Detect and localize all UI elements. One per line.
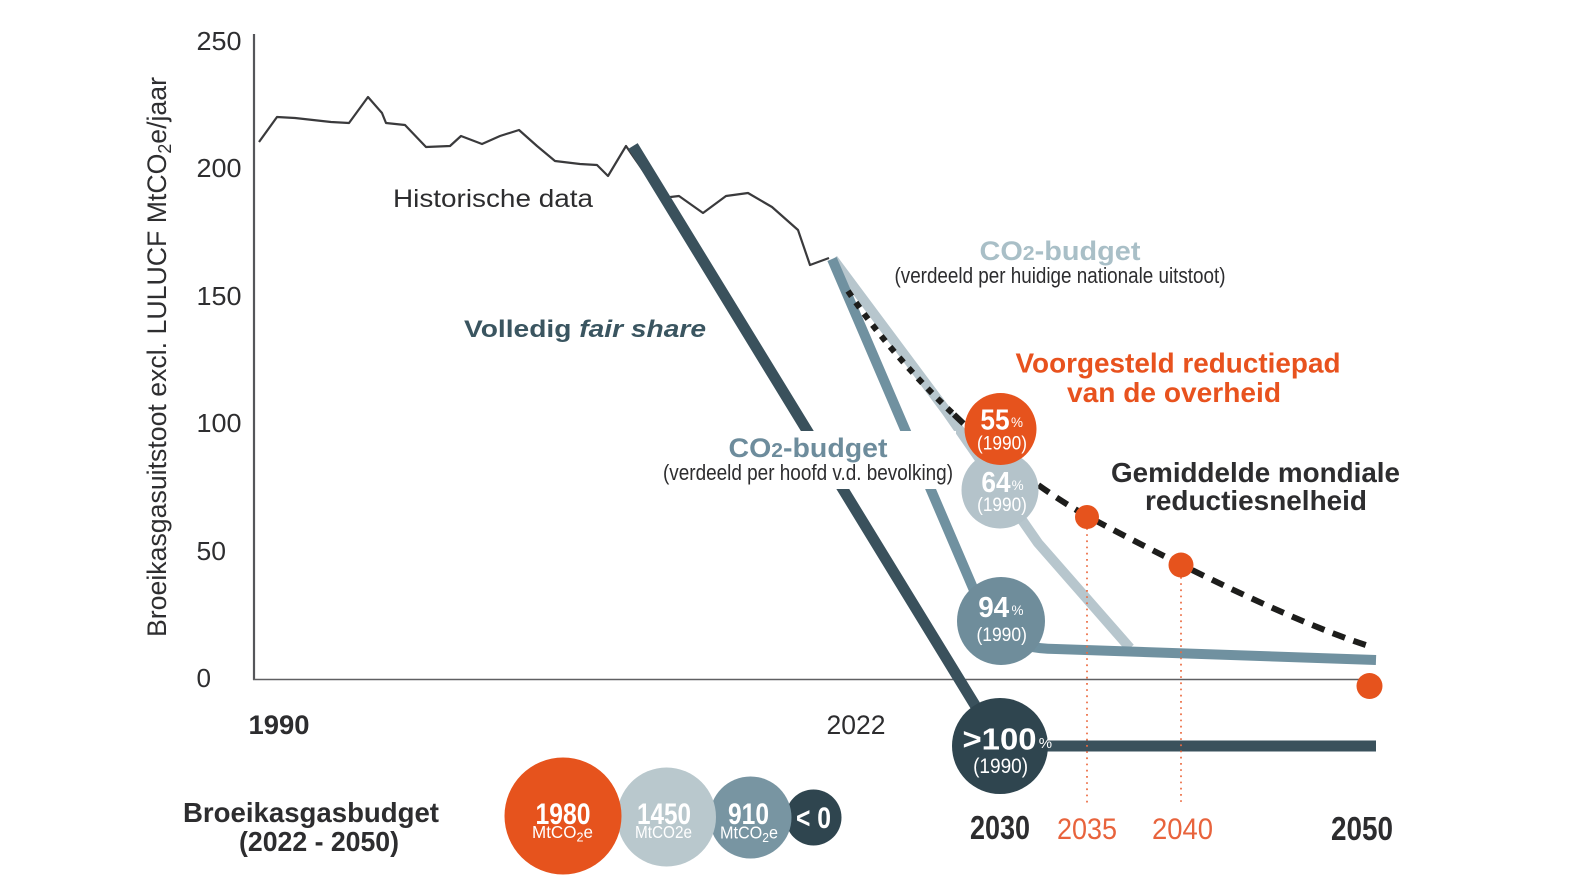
svg-text:(verdeeld per hoofd v.d. bevol: (verdeeld per hoofd v.d. bevolking): [663, 460, 953, 485]
svg-text:1450: 1450: [637, 798, 691, 831]
svg-text:reductiesnelheid: reductiesnelheid: [1145, 485, 1367, 516]
svg-text:%: %: [1012, 478, 1024, 493]
svg-text:CO2-budget: CO 2-budget: [729, 433, 888, 463]
svg-text:55: 55: [980, 404, 1009, 436]
svg-text:2040: 2040: [1152, 813, 1213, 846]
svg-text:2022: 2022: [827, 710, 886, 740]
svg-text:2050: 2050: [1331, 810, 1393, 847]
svg-text:Historische data: Historische data: [393, 185, 593, 213]
svg-text:MtCO2e: MtCO2e: [532, 822, 593, 845]
svg-text:100: 100: [197, 408, 242, 438]
svg-text:1980: 1980: [536, 798, 591, 831]
svg-text:Broeikasgasbudget: Broeikasgasbudget: [183, 797, 439, 828]
svg-text:Voorgesteld reductiepad: Voorgesteld reductiepad: [1016, 348, 1341, 379]
svg-text:< 0: < 0: [796, 802, 831, 835]
svg-text:CO2-budget: CO 2-budget: [980, 236, 1141, 266]
svg-text:(verdeeld per huidige national: (verdeeld per huidige nationale uitstoot…: [895, 263, 1226, 288]
svg-text:2030: 2030: [970, 809, 1030, 846]
svg-text:%: %: [1011, 415, 1023, 430]
svg-text:200: 200: [197, 153, 242, 183]
svg-text:>100: >100: [963, 722, 1037, 757]
svg-text:0: 0: [197, 663, 212, 693]
svg-text:%: %: [1012, 603, 1024, 618]
svg-text:(1990): (1990): [976, 624, 1027, 646]
svg-text:64: 64: [981, 467, 1010, 499]
svg-text:2035: 2035: [1057, 813, 1117, 846]
svg-text:Gemiddelde mondiale: Gemiddelde mondiale: [1111, 457, 1400, 488]
svg-text:1990: 1990: [249, 710, 310, 740]
svg-text:910: 910: [728, 798, 769, 831]
svg-text:Broeikasgasuitstoot excl. LULU: Broeikasgasuitstoot excl. LULUCF MtCO2e/…: [142, 77, 175, 637]
svg-text:(1990): (1990): [977, 494, 1027, 516]
svg-text:150: 150: [197, 281, 242, 311]
svg-text:(1990): (1990): [977, 433, 1027, 455]
svg-text:van de overheid: van de overheid: [1067, 377, 1281, 408]
svg-text:94: 94: [978, 592, 1009, 624]
svg-text:(1990): (1990): [973, 755, 1028, 778]
svg-text:Volledig fair share: Volledig fair share: [464, 316, 706, 343]
svg-text:MtCO2e: MtCO2e: [635, 822, 692, 842]
svg-text:250: 250: [197, 26, 242, 56]
svg-text:%: %: [1039, 735, 1052, 752]
svg-text:50: 50: [197, 536, 227, 566]
svg-text:(2022 - 2050): (2022 - 2050): [239, 826, 399, 857]
svg-text:MtCO2e: MtCO2e: [720, 823, 778, 846]
